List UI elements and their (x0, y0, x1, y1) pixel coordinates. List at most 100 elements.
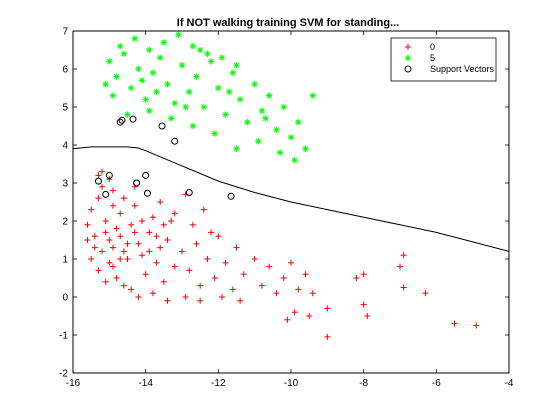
class-0-point (95, 172, 102, 179)
legend-marker-circle (404, 65, 412, 73)
support-vector-point (105, 171, 113, 179)
class-0-point (397, 263, 403, 270)
y-tick-label: 4 (62, 141, 68, 152)
support-vector-point (116, 118, 124, 126)
class-0-point (291, 309, 298, 316)
support-vector-point (129, 115, 137, 123)
class-0-point (109, 202, 116, 209)
class-5-point (291, 157, 298, 164)
class-0-point (211, 275, 218, 281)
legend-marker-plus (405, 44, 411, 50)
class-0-point (288, 259, 294, 266)
class-0-point (306, 313, 313, 319)
class-0-point (91, 244, 98, 251)
y-tick-label: 6 (62, 65, 68, 76)
support-vector-point (171, 137, 179, 145)
class-0-point (215, 233, 222, 240)
class-0-point (364, 313, 371, 319)
class-5-point (189, 122, 197, 130)
class-0-point (171, 210, 178, 217)
class-5-point (142, 96, 149, 103)
class-5-point (280, 103, 287, 111)
class-0-point (109, 187, 116, 194)
support-vector-point (185, 189, 193, 196)
class-0-point (102, 229, 109, 236)
class-5-point (295, 119, 302, 126)
legend-entry-5: 5 (404, 53, 435, 63)
class-5-point (146, 107, 153, 114)
class-5-point (135, 65, 142, 73)
class-0-point (324, 333, 331, 340)
class-0-point (400, 252, 407, 259)
class-0-point (117, 256, 124, 262)
class-0-point (146, 248, 153, 255)
support-vector-point (102, 190, 110, 198)
class-5-point (200, 103, 207, 111)
x-tick-label: -16 (66, 378, 81, 389)
support-vector-point (118, 116, 126, 124)
class-0-point (353, 275, 360, 281)
x-tick-label: -12 (211, 378, 226, 389)
class-5-point (182, 103, 189, 111)
class-0-point (106, 176, 113, 183)
class-0-point (120, 195, 127, 202)
class-0-point (229, 286, 236, 293)
y-tick-label: 7 (62, 27, 68, 38)
series-class-5-point (102, 31, 316, 164)
class-5-point (229, 69, 237, 76)
class-0-point (222, 259, 229, 266)
class-0-point (182, 191, 189, 198)
series-class-0-point (84, 168, 480, 340)
class-0-point (218, 294, 225, 300)
class-0-point (473, 322, 480, 329)
legend-entry-support-vectors: Support Vectors (404, 64, 495, 74)
class-5-point (211, 130, 218, 137)
class-5-point (244, 119, 251, 126)
support-vector-point (158, 122, 166, 130)
class-5-point (233, 145, 240, 152)
class-0-point (451, 320, 458, 327)
class-0-point (324, 305, 331, 312)
class-5-point (153, 88, 160, 95)
class-0-point (258, 282, 265, 289)
chart-title: If NOT walking training SVM for standing… (177, 17, 399, 29)
class-0-point (124, 256, 131, 262)
series-support-vector-point (94, 115, 235, 200)
class-5-point (204, 50, 211, 57)
class-0-point (284, 316, 291, 323)
class-0-point (295, 286, 302, 293)
class-0-point (113, 275, 120, 281)
class-0-point (208, 229, 215, 236)
class-0-point (157, 244, 164, 251)
class-0-point (197, 297, 204, 304)
y-tick-label: -1 (59, 331, 68, 342)
decision-boundary-line (72, 146, 510, 252)
class-0-point (117, 210, 124, 217)
class-0-point (91, 233, 98, 240)
class-5-point (113, 73, 120, 80)
class-0-point (113, 225, 120, 232)
class-0-point (106, 259, 113, 266)
class-0-point (280, 275, 287, 281)
class-0-point (168, 218, 175, 224)
class-5-point (127, 84, 135, 92)
decision-boundary-layer (72, 146, 510, 252)
legend-label-0: 0 (430, 42, 435, 52)
class-5-point (262, 115, 269, 122)
class-5-point (309, 92, 316, 99)
y-tick-label: 0 (62, 293, 68, 304)
y-tick-label: 3 (62, 179, 68, 190)
class-5-point (302, 145, 309, 152)
legend: 0 5 Support Vectors (390, 37, 497, 82)
class-5-point (255, 138, 262, 145)
series-layer (84, 31, 480, 340)
class-0-point (309, 290, 316, 297)
class-0-point (84, 221, 91, 228)
class-5-point (109, 92, 117, 99)
class-0-point (171, 263, 178, 270)
class-5-point (149, 69, 157, 76)
class-0-point (146, 229, 153, 236)
class-0-point (149, 290, 156, 297)
class-0-point (193, 240, 200, 247)
